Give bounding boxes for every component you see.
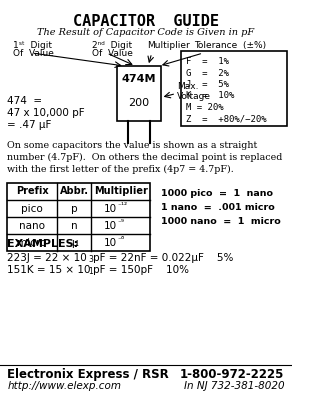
FancyBboxPatch shape	[118, 66, 161, 121]
Text: 2ⁿᵈ  Digit: 2ⁿᵈ Digit	[92, 41, 132, 50]
Text: Tolerance  (±%): Tolerance (±%)	[194, 41, 266, 50]
Text: Of  Value: Of Value	[13, 49, 54, 58]
Text: 1 nano  =  .001 micro: 1 nano = .001 micro	[161, 203, 275, 212]
Text: 47 x 10,000 pF: 47 x 10,000 pF	[7, 108, 85, 118]
FancyBboxPatch shape	[7, 183, 150, 251]
Text: Z  =  +80%/−20%: Z = +80%/−20%	[186, 115, 267, 123]
Text: 3: 3	[89, 255, 93, 264]
Text: Max.
Voltage: Max. Voltage	[177, 82, 211, 101]
Text: pF = 22nF = 0.022μF    5%: pF = 22nF = 0.022μF 5%	[93, 253, 234, 263]
Text: 1ˢᵗ  Digit: 1ˢᵗ Digit	[13, 41, 52, 50]
Text: M = 20%: M = 20%	[186, 103, 224, 112]
Text: 10: 10	[104, 220, 117, 231]
Text: 200: 200	[129, 97, 150, 108]
Text: 474M: 474M	[122, 74, 156, 84]
Text: EXAMPLES:: EXAMPLES:	[7, 239, 78, 249]
Text: 151K = 15 × 10: 151K = 15 × 10	[7, 265, 91, 275]
Text: F  =  1%: F = 1%	[186, 57, 229, 66]
Text: http://www.elexp.com: http://www.elexp.com	[7, 381, 121, 391]
Text: In NJ 732-381-8020: In NJ 732-381-8020	[184, 381, 285, 391]
Text: 474  =: 474 =	[7, 96, 42, 106]
Text: pico: pico	[21, 203, 43, 213]
Text: 1-800-972-2225: 1-800-972-2225	[180, 368, 285, 381]
Text: Prefix: Prefix	[16, 187, 48, 196]
Text: K  =  10%: K = 10%	[186, 92, 234, 101]
Text: CAPACITOR  GUIDE: CAPACITOR GUIDE	[73, 14, 219, 29]
Text: pF = 150pF    10%: pF = 150pF 10%	[93, 265, 189, 275]
Text: 10: 10	[104, 238, 117, 247]
Text: with the first letter of the prefix (4p7 = 4.7pF).: with the first letter of the prefix (4p7…	[7, 165, 234, 174]
Text: 10: 10	[104, 203, 117, 213]
Text: ⁻⁶: ⁻⁶	[118, 235, 125, 244]
Text: micro: micro	[17, 238, 47, 247]
Text: Multiplier: Multiplier	[147, 41, 190, 50]
Text: The Result of Capacitor Code is Given in pF: The Result of Capacitor Code is Given in…	[37, 28, 255, 37]
Text: n: n	[71, 220, 78, 231]
Text: ⁻⁹: ⁻⁹	[118, 218, 125, 227]
Text: Multiplier: Multiplier	[94, 187, 148, 196]
Text: G  =  2%: G = 2%	[186, 69, 229, 78]
Text: = .47 μF: = .47 μF	[7, 120, 52, 130]
Text: ⁻¹²: ⁻¹²	[118, 201, 128, 210]
Text: J  =  5%: J = 5%	[186, 80, 229, 89]
FancyBboxPatch shape	[181, 51, 287, 126]
Text: Of  Value: Of Value	[92, 49, 133, 58]
Text: μ: μ	[71, 238, 78, 247]
Text: nano: nano	[19, 220, 45, 231]
Text: Electronix Express / RSR: Electronix Express / RSR	[7, 368, 169, 381]
Text: 1: 1	[89, 267, 93, 276]
Text: 1000 pico  =  1  nano: 1000 pico = 1 nano	[161, 189, 273, 198]
Text: p: p	[71, 203, 78, 213]
Text: Abbr.: Abbr.	[59, 187, 89, 196]
Text: 223J = 22 × 10: 223J = 22 × 10	[7, 253, 87, 263]
Text: number (4.7pF).  On others the decimal point is replaced: number (4.7pF). On others the decimal po…	[7, 153, 283, 162]
Text: On some capacitors the value is shown as a straight: On some capacitors the value is shown as…	[7, 141, 257, 150]
Text: 1000 nano  =  1  micro: 1000 nano = 1 micro	[161, 217, 281, 226]
